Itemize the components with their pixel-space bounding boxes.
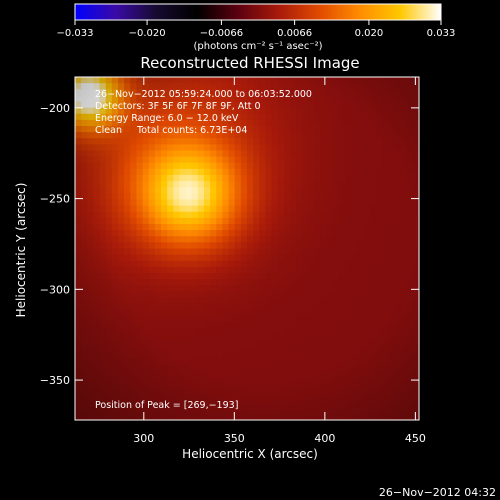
annotation-total-counts: Total counts: 6.73E+04: [136, 125, 247, 136]
colorbar-tick-label: −0.033: [56, 28, 93, 39]
x-tick-label: 450: [405, 432, 426, 445]
annotation-energy: Energy Range: 6.0 − 12.0 keV: [95, 113, 239, 124]
axis-ticks: 300 350 400 450 −200 −250 −300 −350: [40, 77, 426, 445]
colorbar-ticks: −0.033 −0.020 −0.0066 0.0066 0.020 0.033: [56, 20, 455, 39]
timestamp: 26−Nov−2012 04:32: [379, 486, 496, 499]
y-tick-label: −300: [40, 283, 70, 296]
x-tick-label: 350: [224, 432, 245, 445]
colorbar: −0.033 −0.020 −0.0066 0.0066 0.020 0.033 (pho…: [56, 3, 455, 52]
x-tick-label: 300: [133, 432, 154, 445]
vignette-overlay: [75, 77, 419, 420]
annotation-peak: Position of Peak = [269,−193]: [95, 400, 238, 411]
colorbar-units: (photons cm⁻² s⁻¹ asec⁻²): [193, 41, 322, 52]
y-tick-label: −350: [40, 374, 70, 387]
y-tick-label: −250: [40, 193, 70, 206]
colorbar-tick-label: −0.0066: [200, 28, 243, 39]
y-tick-label: −200: [40, 102, 70, 115]
x-tick-label: 400: [314, 432, 335, 445]
annotation-detectors: Detectors: 3F 5F 6F 7F 8F 9F, Att 0: [95, 101, 261, 112]
annotation-block: 26−Nov−2012 05:59:24.000 to 06:03:52.000…: [95, 89, 312, 411]
plot-frame: [74, 76, 420, 421]
colorbar-tick-label: 0.0066: [277, 28, 312, 39]
colorbar-tick-label: 0.020: [355, 28, 384, 39]
annotation-method: Clean: [95, 125, 122, 136]
annotation-time-range: 26−Nov−2012 05:59:24.000 to 06:03:52.000: [95, 89, 312, 100]
chart-title: Reconstructed RHESSI Image: [140, 54, 359, 72]
x-axis-label: Heliocentric X (arcsec): [182, 447, 318, 461]
colorbar-gradient: [74, 3, 442, 21]
plot-area: 300 350 400 450 −200 −250 −300 −350: [40, 76, 426, 445]
colorbar-tick-label: 0.033: [427, 28, 456, 39]
y-axis-label: Heliocentric Y (arcsec): [14, 183, 28, 318]
colorbar-tick-label: −0.020: [129, 28, 166, 39]
